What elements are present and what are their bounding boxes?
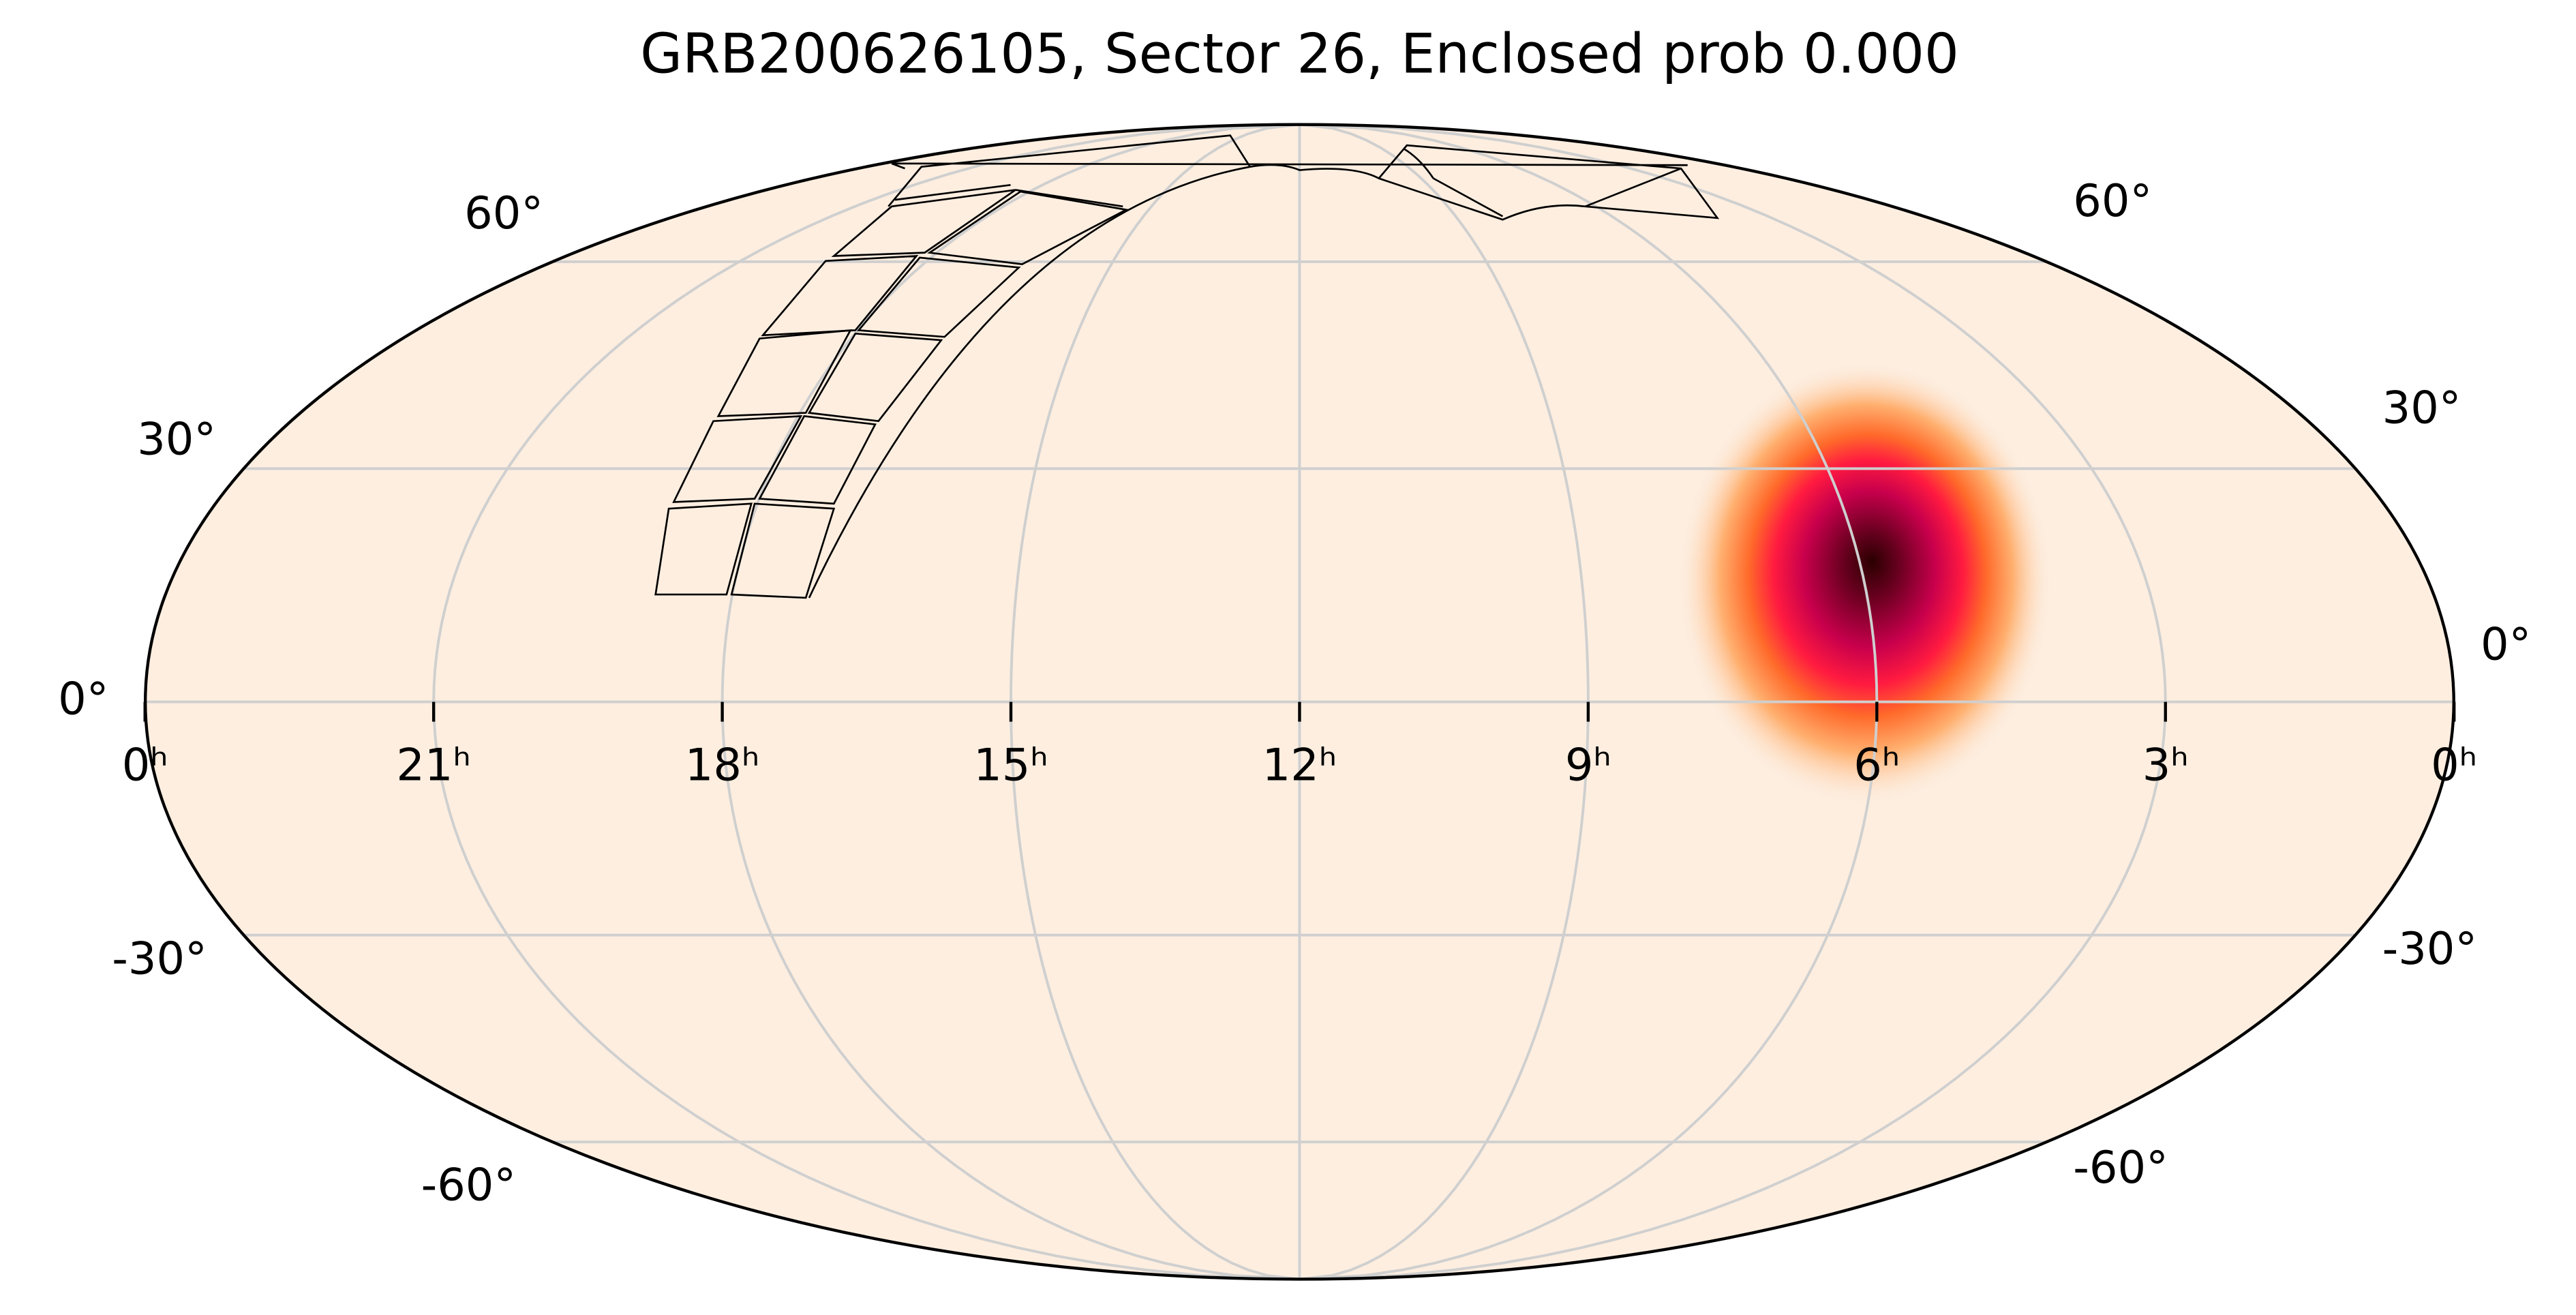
ra-tick-label: 21ʰ — [396, 740, 471, 791]
ra-tick-label: 3ʰ — [2142, 740, 2189, 791]
ra-tick-label: 9ʰ — [1565, 740, 1611, 791]
sector-footprint — [654, 134, 1720, 599]
dec-tick-label: 30° — [2382, 382, 2461, 434]
ccd-outline — [808, 134, 1720, 599]
dec-tick-label: 30° — [137, 414, 216, 466]
ccd-outline — [672, 414, 877, 505]
ra-tick-label: 0ʰ — [122, 740, 168, 791]
dec-tick-label: 0° — [58, 674, 108, 725]
dec-tick-label: -60° — [421, 1159, 517, 1211]
dec-tick-label: 0° — [2481, 619, 2531, 671]
ccd-outline — [654, 502, 836, 599]
ra-tick-label: 0ʰ — [2431, 740, 2477, 791]
chart-title: GRB200626105, Sector 26, Enclosed prob 0… — [640, 22, 1959, 86]
sky-outline — [143, 123, 2455, 1281]
dec-tick-label: 60° — [464, 187, 543, 239]
dec-tick-label: -60° — [2073, 1142, 2168, 1194]
ccd-outline — [831, 189, 1130, 265]
dec-tick-label: 60° — [2073, 175, 2152, 227]
ccd-outline — [761, 254, 1021, 338]
ra-tick-label: 15ʰ — [973, 740, 1048, 791]
ra-tick-label: 6ʰ — [1853, 740, 1900, 791]
ra-tick-label: 18ʰ — [685, 740, 760, 791]
dec-tick-label: -30° — [112, 933, 207, 984]
ra-tick-label: 12ʰ — [1262, 740, 1337, 791]
dec-tick-label: -30° — [2382, 923, 2478, 975]
ccd-outline — [1403, 147, 1682, 217]
